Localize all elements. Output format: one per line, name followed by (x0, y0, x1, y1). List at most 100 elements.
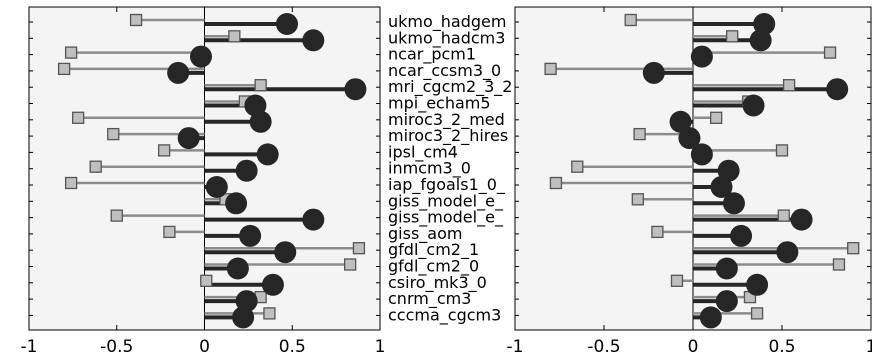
right-square-marker (631, 193, 644, 206)
left-circle-marker (189, 45, 212, 68)
left-square-marker (352, 242, 366, 255)
left-square-marker (57, 62, 71, 76)
right-square-marker (777, 209, 790, 222)
left-circle-marker (225, 192, 248, 215)
left-frame (28, 6, 381, 331)
left-square-marker (163, 225, 176, 239)
left-square-marker (344, 258, 357, 271)
left-circle-marker (239, 224, 262, 247)
left-square-marker (228, 30, 241, 43)
model-label: miroc3_2_hires (388, 126, 508, 146)
left-circle-marker (274, 241, 297, 264)
right-circle-marker (699, 306, 722, 329)
left-x-tick-label: 1 (375, 337, 386, 357)
model-label: gfdl_cm2_1 (388, 240, 479, 260)
right-circle-marker (790, 208, 813, 231)
left-square-marker (64, 176, 78, 190)
left-circle-marker (275, 13, 298, 35)
left-square-marker (110, 209, 123, 222)
right-x-tick-label: 1 (866, 337, 872, 357)
right-circle-marker (749, 29, 772, 52)
right-square-marker (670, 274, 684, 287)
model-label: iap_fgoals1_0_ (388, 175, 506, 195)
left-circle-marker (261, 273, 284, 296)
right-x-tick-label: 0.5 (768, 337, 795, 357)
left-square-marker (64, 46, 78, 59)
model-labels: ukmo_hadgemukmo_hadcm3ncar_pcm1ncar_ccsm… (388, 12, 512, 325)
left-circle-marker (344, 78, 367, 101)
left-circle-marker (232, 306, 255, 329)
left-square-marker (157, 144, 171, 157)
right-square-marker (775, 144, 789, 157)
right-square-marker (832, 258, 846, 271)
left-square-marker (71, 111, 85, 124)
right-panel: -1 -0.5 0 0.5 1 (507, 6, 872, 357)
left-circle-marker (177, 127, 200, 150)
left-panel: -1 -0.5 0 0.5 1 (21, 6, 386, 357)
right-circle-marker (742, 94, 765, 117)
left-circle-marker (235, 159, 258, 182)
right-x-tick-label: -0.5 (587, 337, 620, 357)
left-square-marker (263, 307, 276, 320)
right-square-marker (633, 127, 646, 141)
left-square-marker (107, 127, 120, 141)
left-circle-marker (302, 208, 325, 231)
left-circle-marker (249, 110, 272, 133)
model-label: ncar_ccsm3_0 (388, 61, 501, 81)
right-circle-marker (746, 273, 769, 296)
right-circle-marker (678, 127, 701, 150)
right-square-marker (726, 30, 739, 43)
left-circle-marker (205, 176, 228, 198)
model-label: mri_cgcm2_3_2 (388, 77, 512, 97)
model-label: ukmo_hadcm3 (388, 28, 505, 48)
left-x-tick-label: 0 (199, 337, 210, 357)
right-square-marker (709, 111, 723, 124)
model-label: inmcm3_0 (388, 159, 471, 179)
right-square-marker (624, 13, 637, 27)
left-circle-marker (167, 61, 190, 84)
left-circle-marker (302, 29, 325, 52)
model-label: gfdl_cm2_0 (388, 257, 479, 277)
right-circle-marker (715, 257, 738, 280)
right-circle-marker (690, 143, 713, 166)
left-square-marker (129, 13, 143, 27)
right-circle-marker (730, 224, 753, 247)
right-circle-marker (690, 45, 713, 68)
right-square-marker (782, 79, 796, 92)
right-circle-marker (715, 290, 738, 313)
left-x-tick-label: -0.5 (100, 337, 133, 357)
left-square-marker (89, 160, 102, 173)
model-label: giss_model_e_ (388, 191, 504, 211)
model-label: giss_aom (388, 224, 462, 244)
left-square-marker (200, 274, 213, 287)
right-circle-marker (776, 241, 799, 264)
left-circle-marker (226, 257, 249, 280)
model-label: mpi_echam5 (388, 94, 491, 114)
model-label: csiro_mk3_0 (388, 273, 487, 293)
left-x-tick-label: 0.5 (279, 337, 306, 357)
right-circle-marker (669, 110, 692, 133)
right-circle-marker (722, 192, 745, 215)
right-square-marker (571, 160, 584, 173)
right-square-marker (549, 176, 563, 190)
model-label: giss_model_e_ (388, 208, 504, 228)
model-label: miroc3_2_med (388, 110, 505, 130)
right-x-tick-label: -1 (507, 337, 524, 357)
right-square-marker (823, 46, 837, 59)
right-x-tick-label: 0 (688, 337, 699, 357)
right-frame (514, 6, 872, 331)
model-label: ncar_pcm1 (388, 45, 476, 65)
left-x-tick-label: -1 (21, 337, 38, 357)
right-circle-marker (826, 78, 849, 101)
left-circle-marker (256, 143, 279, 166)
right-square-marker (847, 242, 860, 255)
right-square-marker (651, 225, 664, 239)
right-square-marker (544, 62, 557, 76)
right-square-marker (750, 307, 764, 320)
model-label: ipsl_cm4 (388, 142, 458, 162)
left-square-marker (254, 79, 267, 92)
right-circle-marker (642, 61, 665, 84)
model-label: cccma_cgcm3 (388, 305, 501, 325)
model-label: cnrm_cm3 (388, 289, 471, 309)
